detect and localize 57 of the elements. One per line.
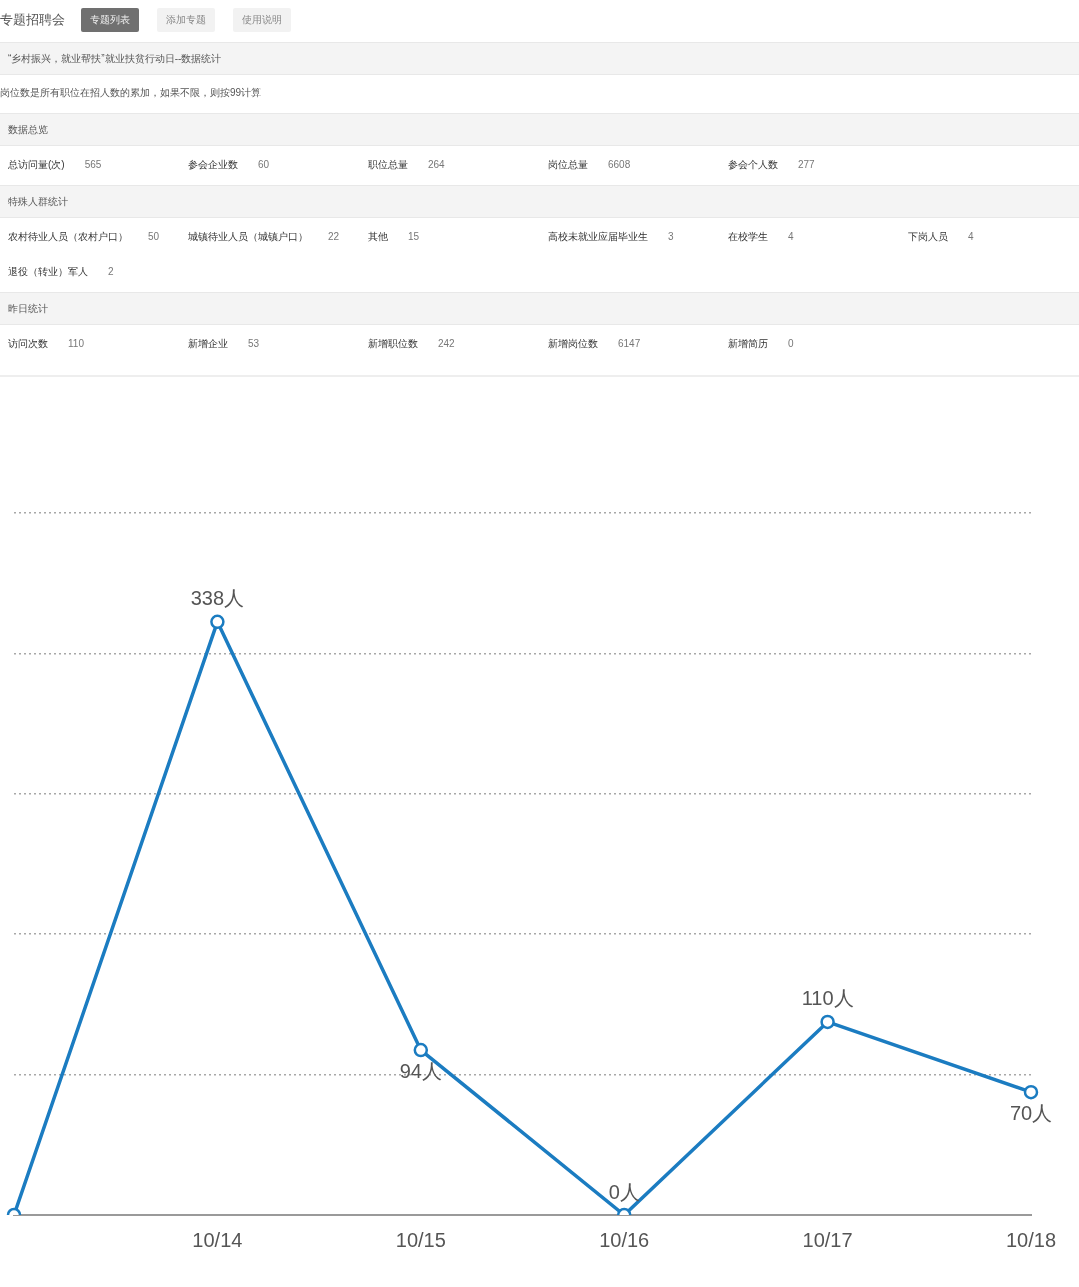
data-label: 565 [84, 159, 102, 170]
section-header: 昨日统计 [0, 292, 1079, 325]
section-header: 数据总览 [0, 113, 1079, 146]
data-label: 338人 [190, 587, 245, 610]
point [413, 1042, 429, 1058]
data-label: 4 [788, 231, 794, 242]
category-label: 新增企业 [188, 336, 228, 351]
tab-button: 专题列表 [81, 8, 139, 32]
x-tick-label: 10/14 [192, 1228, 243, 1251]
category-label: 新增简历 [728, 336, 768, 351]
data-label: 110人 [801, 987, 854, 1010]
data-label: 0 [788, 338, 794, 349]
category-label: 岗位总量 [548, 157, 588, 172]
data-label: 6608 [608, 159, 631, 170]
category-label: 参会企业数 [188, 157, 238, 172]
point [820, 1014, 835, 1030]
data-label: 2 [108, 266, 114, 277]
category-label: 其他 [368, 229, 388, 244]
data-label: 22 [328, 231, 340, 242]
point [210, 614, 225, 630]
data-label: 110 [68, 338, 84, 349]
category-label: 农村待业人员（农村户口） [8, 229, 128, 244]
text: 专题招聘会 [0, 11, 65, 29]
text: 岗位数是所有职位在招人数的累加，如果不限，则按99计算 [0, 86, 263, 100]
data-label: 0人 [608, 1180, 640, 1203]
data-label: 242 [438, 338, 455, 349]
category-label: 访问次数 [8, 336, 48, 351]
data-label: 50 [148, 231, 160, 242]
category-label: 总访问量(次) [8, 157, 65, 172]
category-label: 参会个人数 [728, 157, 778, 172]
category-label: 高校未就业应届毕业生 [548, 229, 648, 244]
data-label: 264 [428, 159, 445, 170]
category-label: 新增岗位数 [548, 336, 598, 351]
data-label: 94人 [399, 1059, 442, 1082]
data-label: 4 [968, 231, 974, 242]
category-label: 城镇待业人员（城镇户口） [188, 229, 308, 244]
category-label: 职位总量 [368, 157, 408, 172]
data-label: 6147 [618, 338, 641, 349]
category-label: 在校学生 [728, 229, 768, 244]
data-label: 60 [258, 159, 270, 170]
category-label: 新增职位数 [368, 336, 418, 351]
category-label: 退役（转业）军人 [8, 264, 88, 279]
section-header: 特殊人群统计 [0, 185, 1079, 218]
data-label: 70人 [1009, 1101, 1053, 1124]
data-label: 15 [408, 231, 420, 242]
x-tick-label: 10/17 [802, 1228, 853, 1251]
category-label: 下岗人员 [908, 229, 948, 244]
data-label: 53 [248, 338, 260, 349]
data-label: 277 [798, 159, 815, 170]
tab-button: 使用说明 [233, 8, 291, 32]
point [1023, 1084, 1039, 1100]
tab-button: 添加专题 [157, 8, 215, 32]
x-tick-label: 10/16 [599, 1228, 650, 1251]
section-header: “乡村振兴，就业帮扶”就业扶贫行动日--数据统计 [0, 42, 1079, 75]
data-label: 3 [668, 231, 674, 242]
x-tick-label: 10/15 [395, 1228, 446, 1251]
x-tick-label: 10/18 [1005, 1228, 1057, 1251]
